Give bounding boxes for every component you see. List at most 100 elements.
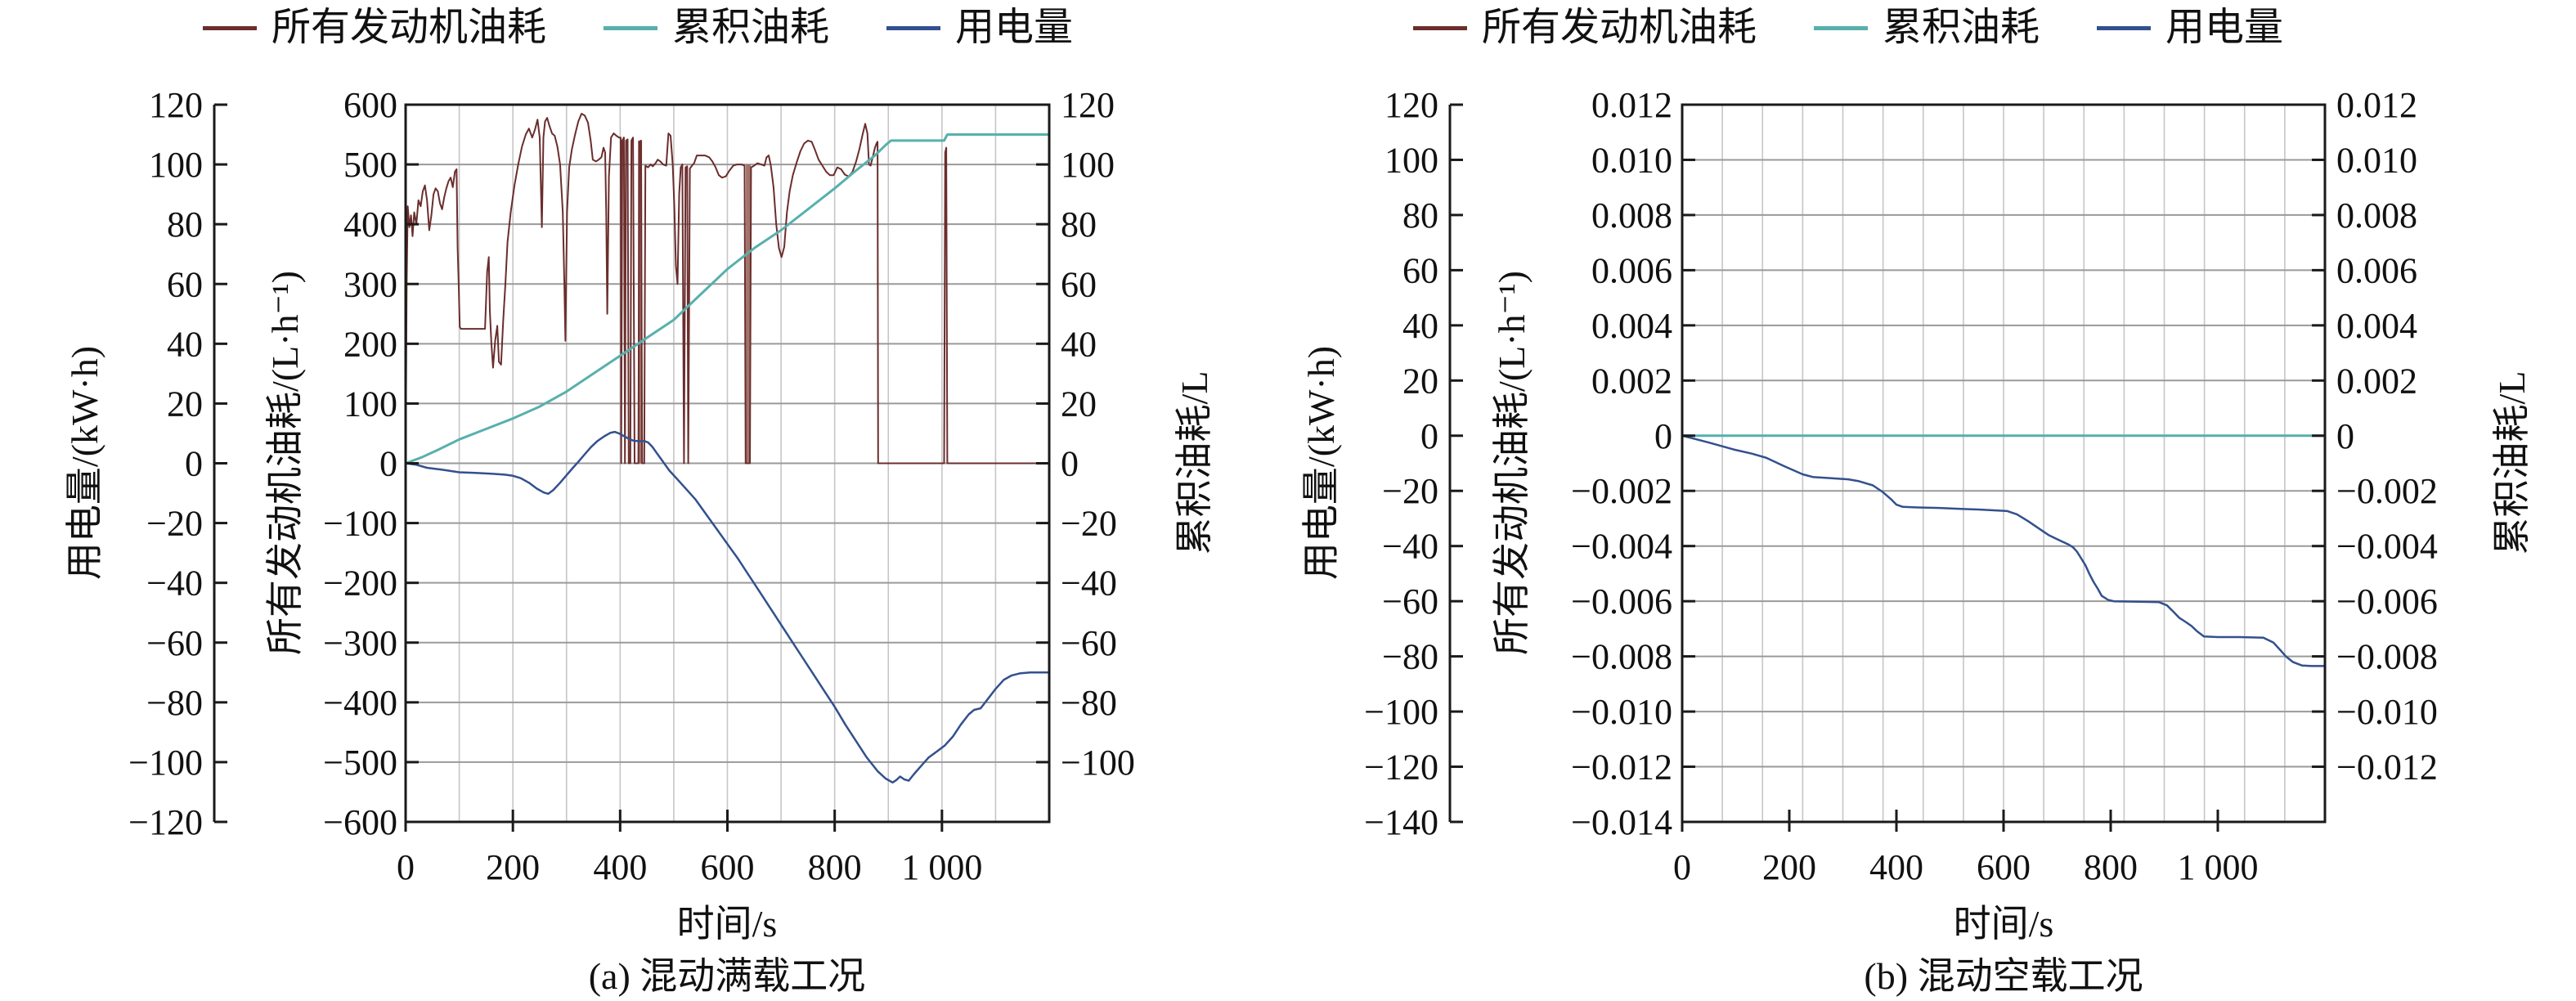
tick-label-engine-fuel: 500 [343,145,397,185]
tick-label-cumulative-fuel: 120 [1061,85,1115,125]
tick-label-cumulative-fuel: 80 [1061,204,1097,245]
x-axis-title-b: 时间/s [1953,903,2054,945]
tick-label-cumulative-fuel: −40 [1061,563,1117,604]
tick-label-engine-fuel: −0.002 [1571,471,1672,511]
tick-label-engine-fuel: 200 [343,324,397,364]
axis-title-cumulative-fuel-b: 累积油耗/L [2491,370,2533,555]
legend-label: 用电量 [955,6,1074,49]
tick-label-electricity: 0 [1420,416,1438,456]
tick-label-engine-fuel: 0.010 [1591,140,1672,180]
tick-label-cumulative-fuel: 0.008 [2336,195,2417,236]
legend-item-electricity: 用电量 [2097,5,2283,51]
tick-label-engine-fuel: 0.006 [1591,250,1672,290]
tick-label-engine-fuel: 600 [343,85,397,125]
tick-label-cumulative-fuel: 0.010 [2336,140,2417,180]
tick-label-electricity: 40 [167,324,203,364]
tick-label-electricity: 100 [149,145,203,185]
tick-label-cumulative-fuel: −100 [1061,743,1135,783]
legend-label: 所有发动机油耗 [1481,6,1757,49]
legend-label: 累积油耗 [1882,6,2040,49]
tick-label-cumulative-fuel: 0 [2336,416,2354,456]
tick-label-electricity: −40 [146,563,203,604]
axis-title-engine-fuel-b: 所有发动机油耗/(L·h⁻¹) [1491,271,1533,655]
legend-item-electricity: 用电量 [886,5,1073,51]
tick-label-electricity: −100 [1364,692,1438,732]
tick-label-electricity: 60 [1402,250,1438,290]
tick-label-engine-fuel: 100 [343,384,397,424]
tick-label-engine-fuel: 400 [343,204,397,245]
tick-label-cumulative-fuel: 100 [1061,145,1115,185]
tick-label-time: 1 000 [901,847,982,887]
tick-label-electricity: −120 [128,802,203,842]
tick-label-time: 0 [1673,847,1691,887]
legend-plot-b: 所有发动机油耗 累积油耗 用电量 [1276,5,2421,51]
tick-label-cumulative-fuel: −0.010 [2336,692,2438,732]
tick-label-cumulative-fuel: 60 [1061,264,1097,304]
legend-label: 用电量 [2165,6,2284,49]
tick-label-engine-fuel: −300 [323,623,397,663]
tick-label-cumulative-fuel: −0.012 [2336,747,2438,788]
tick-label-time: 600 [701,847,755,887]
tick-label-engine-fuel: 0 [1654,416,1672,456]
tick-label-electricity: −80 [1382,637,1438,677]
tick-label-engine-fuel: −0.006 [1571,581,1672,622]
tick-label-electricity: 40 [1402,306,1438,346]
electricity-line-swatch [886,25,940,30]
tick-label-engine-fuel: −400 [323,683,397,723]
tick-label-cumulative-fuel: −0.006 [2336,581,2438,622]
legend-label: 所有发动机油耗 [271,6,546,49]
legend-item-cumulative-fuel: 累积油耗 [603,5,829,51]
tick-label-cumulative-fuel: 40 [1061,324,1097,364]
tick-label-engine-fuel: −500 [323,743,397,783]
series-line-cumulative-fuel [404,133,1051,465]
tick-label-electricity: 100 [1384,140,1438,180]
series-line-electricity [404,430,1051,784]
caption-plot-a: (a) 混动满载工况 [588,955,866,997]
tick-label-electricity: 0 [185,444,203,484]
tick-label-electricity: 120 [1384,85,1438,125]
tick-label-engine-fuel: 0.002 [1591,361,1672,401]
tick-label-cumulative-fuel: −0.004 [2336,527,2438,567]
legend-item-engine-fuel: 所有发动机油耗 [1412,5,1757,51]
tick-label-engine-fuel: −0.004 [1571,527,1672,567]
tick-label-engine-fuel: 0.008 [1591,195,1672,236]
tick-label-time: 600 [1977,847,2031,887]
cumulative-fuel-line-swatch [603,25,657,30]
tick-label-engine-fuel: −100 [323,504,397,544]
series-line-engine-fuel [405,113,1049,465]
axis-title-cumulative-fuel-a: 累积油耗/L [1174,370,1215,555]
tick-label-electricity: −140 [1364,802,1438,842]
tick-label-engine-fuel: −600 [323,802,397,842]
tick-label-time: 400 [593,847,647,887]
tick-label-electricity: 80 [1402,195,1438,236]
legend-item-cumulative-fuel: 累积油耗 [1813,5,2040,51]
tick-label-engine-fuel: 0.004 [1591,306,1672,346]
tick-label-electricity: 20 [167,384,203,424]
axis-title-electricity-a: 用电量/(kW·h) [64,345,105,581]
tick-label-cumulative-fuel: 0 [1061,444,1079,484]
cumulative-fuel-line-swatch [1813,25,1868,30]
legend-plot-a: 所有发动机油耗 累积油耗 用电量 [151,5,1124,51]
tick-label-electricity: −60 [1382,581,1438,622]
tick-label-engine-fuel: −0.012 [1571,747,1672,788]
tick-label-time: 800 [2084,847,2138,887]
tick-label-time: 800 [808,847,862,887]
axis-title-engine-fuel-a: 所有发动机油耗/(L·h⁻¹) [264,271,306,655]
engine-fuel-line-swatch [202,25,257,30]
tick-label-electricity: 80 [167,204,203,245]
tick-label-electricity: 20 [1402,361,1438,401]
tick-label-cumulative-fuel: 0.006 [2336,250,2417,290]
tick-label-cumulative-fuel: 0.012 [2336,85,2417,125]
tick-label-engine-fuel: 0 [379,444,397,484]
tick-label-time: 200 [486,847,540,887]
tick-label-electricity: −20 [1382,471,1438,511]
tick-label-cumulative-fuel: −0.002 [2336,471,2438,511]
tick-label-cumulative-fuel: −20 [1061,504,1117,544]
tick-label-electricity: −100 [128,743,203,783]
tick-label-engine-fuel: −200 [323,563,397,604]
tick-label-time: 1 000 [2178,847,2259,887]
tick-label-time: 200 [1762,847,1816,887]
tick-label-time: 400 [1869,847,1923,887]
